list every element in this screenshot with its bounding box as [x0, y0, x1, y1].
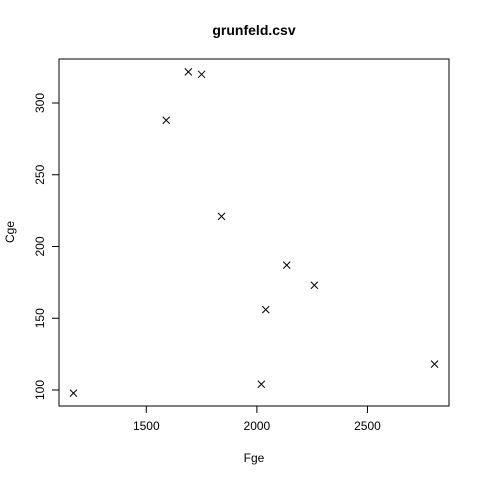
x-axis: 1500 2000 2500 [133, 405, 381, 433]
y-tick-label: 100 [33, 380, 47, 400]
y-tick-label: 300 [33, 93, 47, 113]
data-point [257, 380, 266, 389]
y-tick-label: 250 [33, 164, 47, 184]
data-point [217, 212, 226, 221]
chart-title: grunfeld.csv [212, 22, 295, 38]
plot-frame [58, 58, 450, 407]
y-tick-label: 200 [33, 236, 47, 256]
y-tick-label: 150 [33, 308, 47, 328]
y-axis: 100 150 200 250 300 [33, 93, 60, 400]
x-tick-label: 1500 [133, 419, 160, 433]
y-axis-label: Cge [3, 221, 17, 243]
x-tick-label: 2500 [354, 419, 381, 433]
data-point [162, 116, 171, 125]
data-point [184, 67, 193, 76]
data-point [261, 305, 270, 314]
data-point [197, 70, 206, 79]
data-points [69, 67, 439, 398]
x-tick-label: 2000 [244, 419, 271, 433]
data-point [282, 261, 291, 269]
data-point [430, 360, 439, 369]
data-point [69, 389, 78, 398]
data-point [310, 281, 319, 290]
x-axis-label: Fge [244, 451, 265, 465]
